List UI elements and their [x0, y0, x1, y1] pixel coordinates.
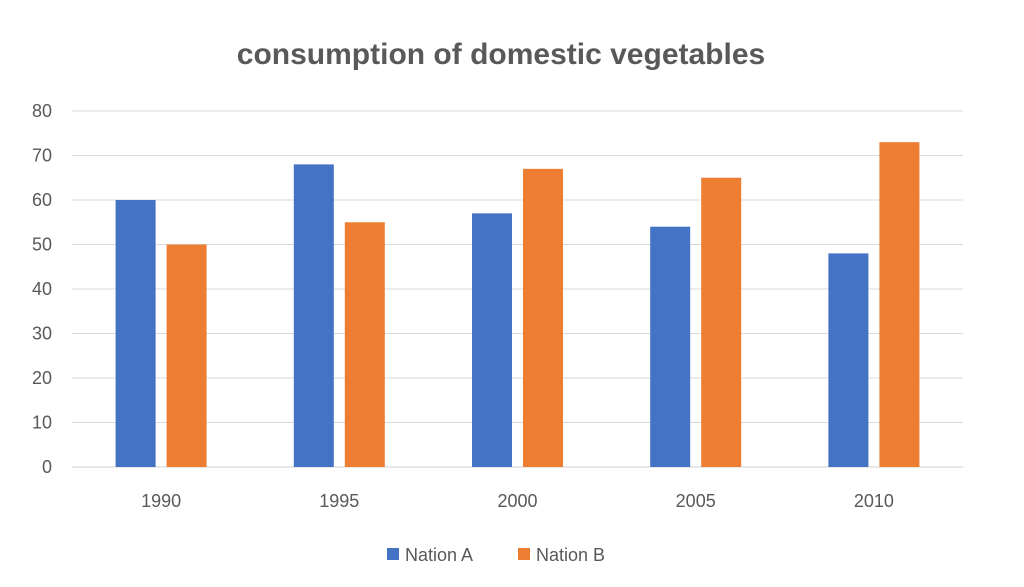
legend-swatch	[518, 548, 530, 560]
x-axis-ticks: 1990 1995 2000 2005 2010	[141, 491, 894, 511]
x-tick-label: 2000	[497, 491, 537, 511]
bar-nation-a-2005	[650, 226, 691, 467]
y-tick-label: 50	[32, 235, 52, 255]
bar-nation-b-1995	[344, 222, 385, 467]
legend-swatch	[387, 548, 399, 560]
gridlines	[72, 110, 963, 468]
y-tick-label: 0	[42, 457, 52, 477]
legend-label: Nation A	[405, 545, 473, 565]
bar-nation-a-1995	[293, 164, 334, 467]
bars	[115, 142, 920, 467]
bar-nation-a-2010	[828, 253, 869, 467]
bar-nation-b-1990	[166, 244, 207, 467]
y-tick-label: 70	[32, 146, 52, 166]
bar-nation-b-2010	[879, 142, 920, 467]
chart-title: consumption of domestic vegetables	[237, 38, 765, 71]
legend-label: Nation B	[536, 545, 605, 565]
y-tick-label: 40	[32, 279, 52, 299]
y-tick-label: 20	[32, 368, 52, 388]
bar-nation-b-2000	[523, 168, 563, 467]
x-tick-label: 2005	[676, 491, 716, 511]
bar-nation-a-1990	[115, 200, 156, 467]
legend: Nation A Nation B	[387, 545, 605, 565]
y-axis-ticks: 0 10 20 30 40 50 60 70 80	[32, 101, 52, 477]
bar-nation-a-2000	[472, 213, 512, 467]
y-tick-label: 80	[32, 101, 52, 121]
x-tick-label: 1995	[319, 491, 359, 511]
bar-nation-b-2005	[701, 177, 742, 467]
y-tick-label: 60	[32, 190, 52, 210]
x-tick-label: 1990	[141, 491, 181, 511]
y-tick-label: 30	[32, 324, 52, 344]
y-tick-label: 10	[32, 413, 52, 433]
x-tick-label: 2010	[854, 491, 894, 511]
